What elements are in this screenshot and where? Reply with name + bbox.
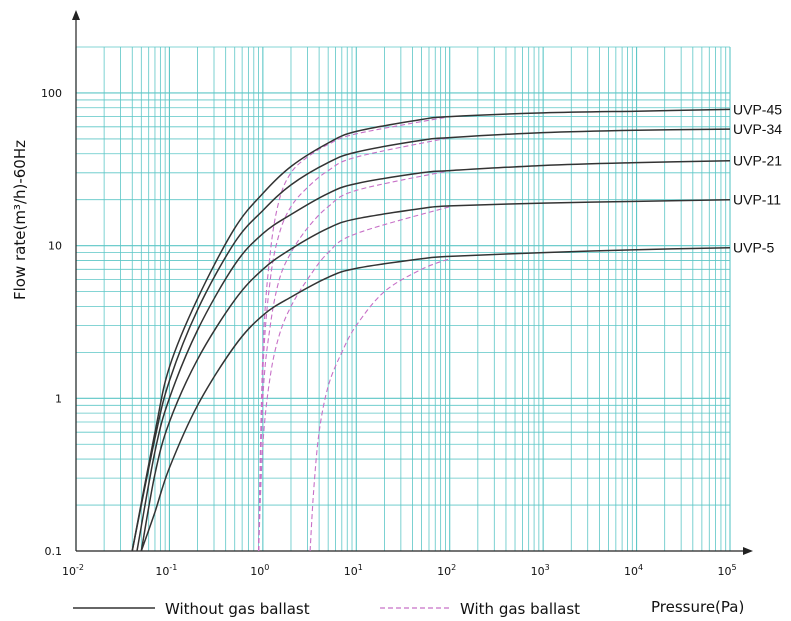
with-gas-ballast-lines <box>258 116 450 552</box>
series-label-uvp-45: UVP-45 <box>733 101 782 117</box>
series-line-uvp-45-with-gas-ballast <box>258 116 450 552</box>
series-line-uvp-21-without-gas-ballast <box>136 159 731 552</box>
series-line-uvp-34-without-gas-ballast <box>131 128 731 552</box>
legend-label-without-gas-ballast: Without gas ballast <box>165 600 310 618</box>
without-gas-ballast-lines <box>131 108 731 552</box>
y-tick-label: 1 <box>55 392 62 405</box>
series-label-uvp-34: UVP-34 <box>733 121 782 137</box>
series-line-uvp-5-without-gas-ballast <box>140 246 731 552</box>
x-tick-label: 105 <box>717 563 736 578</box>
x-tick-label: 104 <box>624 563 643 578</box>
y-tick-labels: 0.1 1 10 100 <box>41 87 62 558</box>
series-line-uvp-34-with-gas-ballast <box>258 137 450 552</box>
legend: Without gas ballast With gas ballast <box>73 600 580 618</box>
series-label-uvp-11: UVP-11 <box>733 192 781 208</box>
x-axis-arrow-icon <box>743 547 753 555</box>
x-tick-labels: 10-2 10-1 100 101 102 103 104 105 <box>62 563 737 578</box>
legend-label-with-gas-ballast: With gas ballast <box>460 600 580 618</box>
x-tick-label: 102 <box>437 563 456 578</box>
series-line-uvp-11-without-gas-ballast <box>140 198 731 552</box>
y-tick-label: 0.1 <box>45 545 63 558</box>
series-line-uvp-45-without-gas-ballast <box>131 108 731 552</box>
series-label-uvp-21: UVP-21 <box>733 153 782 169</box>
axes <box>72 10 753 555</box>
series-labels: UVP-45 UVP-34 UVP-21 UVP-11 UVP-5 <box>733 101 782 255</box>
grid <box>75 46 731 552</box>
x-tick-label: 10-2 <box>62 563 84 578</box>
series-line-uvp-5-with-gas-ballast <box>309 258 450 552</box>
x-tick-label: 10-1 <box>155 563 177 578</box>
x-axis-title: Pressure(Pa) <box>651 598 744 616</box>
y-axis-title: Flow rate(m³/h)-60Hz <box>11 140 29 300</box>
series-line-uvp-11-with-gas-ballast <box>258 206 450 552</box>
x-tick-label: 100 <box>250 563 269 578</box>
series-line-uvp-21-with-gas-ballast <box>258 170 450 552</box>
y-tick-label: 10 <box>48 240 62 253</box>
x-tick-label: 101 <box>344 563 363 578</box>
series-label-uvp-5: UVP-5 <box>733 240 774 256</box>
y-tick-label: 100 <box>41 87 62 100</box>
y-axis-arrow-icon <box>72 10 80 20</box>
x-tick-label: 103 <box>531 563 550 578</box>
